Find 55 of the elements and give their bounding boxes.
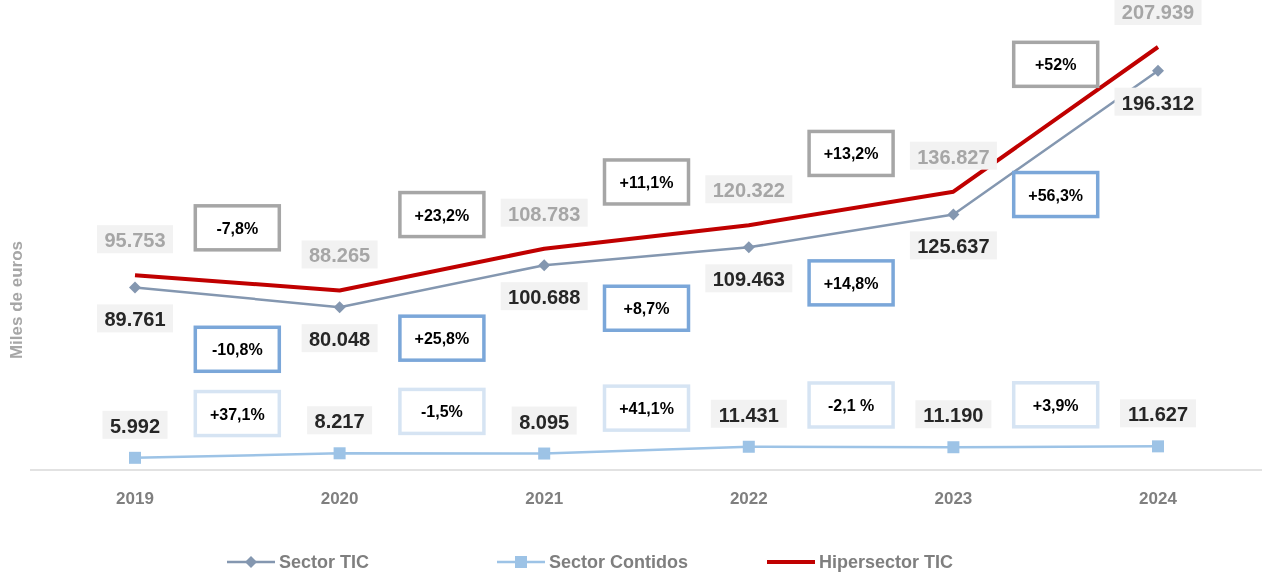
data-label: 207.939 (1121, 1, 1195, 23)
point (742, 241, 755, 254)
point (129, 451, 141, 464)
legend-label: Hipersector TIC (819, 552, 954, 572)
x-tick-label: 2020 (320, 489, 359, 508)
annotation: +8,7% (623, 300, 670, 318)
x-tick-label: 2024 (1139, 489, 1178, 508)
annotation: +25,8% (414, 330, 470, 348)
y-axis-title: Miles de euros (7, 240, 26, 360)
point (538, 447, 551, 460)
data-label: 95.753 (104, 229, 166, 252)
x-tick-label: 2023 (934, 489, 973, 508)
data-label: 136.827 (917, 145, 990, 168)
data-label: 80.048 (309, 328, 371, 351)
annotation: +56,3% (1028, 186, 1084, 204)
data-label: 120.322 (712, 179, 785, 202)
point (1152, 440, 1164, 453)
annotation: +14,8% (823, 274, 879, 292)
point (947, 441, 960, 454)
data-label: 89.761 (104, 308, 166, 331)
x-tick-label: 2021 (525, 489, 564, 508)
legend-label: Sector TIC (279, 552, 370, 572)
point (742, 440, 755, 453)
point (1152, 64, 1164, 77)
data-label: 100.688 (508, 286, 581, 309)
annotation: +41,1% (619, 400, 674, 418)
annotation: +37,1% (209, 405, 265, 423)
point (129, 281, 141, 294)
point (538, 259, 551, 272)
annotation: +11,1% (619, 173, 674, 191)
annotation: -2,1 % (827, 396, 875, 414)
data-label: 108.783 (508, 202, 581, 225)
legend-label: Sector Contidos (549, 552, 689, 572)
data-label: 11.431 (718, 403, 779, 426)
data-label: 109.463 (712, 268, 785, 291)
data-label: 125.637 (917, 235, 990, 258)
x-tick-label: 2022 (729, 489, 768, 508)
annotation: -1,5% (421, 403, 463, 421)
data-label: 196.312 (1121, 91, 1195, 114)
annotation: -7,8% (216, 219, 259, 237)
data-label: 5.992 (109, 414, 161, 437)
annotation: +13,2% (823, 145, 879, 163)
annotation: +23,2% (414, 206, 470, 224)
x-tick-label: 2019 (116, 489, 154, 508)
data-label: 8.095 (519, 410, 570, 433)
annotation: -10,8% (211, 341, 263, 359)
data-label: 88.265 (309, 244, 371, 267)
point (333, 301, 346, 314)
data-label: 11.190 (923, 404, 984, 427)
point (333, 447, 346, 460)
point (947, 208, 960, 221)
annotation: +52% (1035, 56, 1077, 74)
data-label: 11.627 (1127, 403, 1189, 426)
annotation: +3,9% (1032, 396, 1079, 414)
data-label: 8.217 (314, 410, 365, 433)
